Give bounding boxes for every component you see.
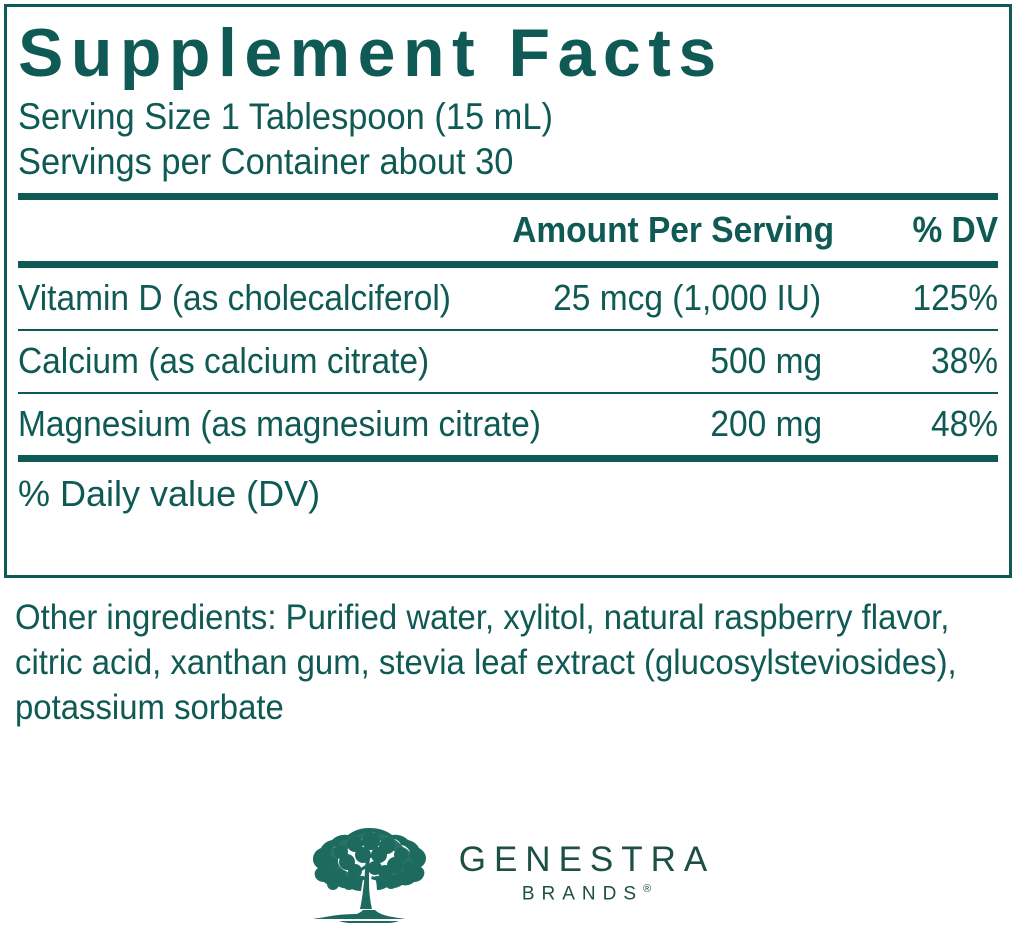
nutrient-amount: 500 mg [488, 331, 822, 392]
nutrient-amount: 200 mg [488, 394, 822, 455]
daily-value-footnote: % Daily value (DV) [18, 473, 321, 515]
nutrient-dv-label: 125% [912, 277, 998, 319]
nutrient-dv-label: 48% [930, 403, 998, 445]
nutrient-rows-table: Vitamin D (as cholecalciferol) 25 mcg (1… [18, 268, 998, 329]
servings-per-container-text: Servings per Container about 30 [18, 141, 514, 183]
other-ingredients-text: Other ingredients: Purified water, xylit… [15, 596, 1005, 730]
nutrient-amount: 25 mcg (1,000 IU) [488, 268, 822, 329]
brand-wordmark: GENESTRA BRANDS® [451, 840, 716, 906]
nutrient-amount-label: 25 mcg (1,000 IU) [553, 277, 822, 319]
brand-subname-label: BRANDS [521, 883, 644, 905]
nutrient-name: Vitamin D (as cholecalciferol) [18, 268, 488, 329]
rule-below-header [18, 261, 998, 269]
nutrient-name: Magnesium (as magnesium citrate) [18, 394, 541, 455]
column-header-nutrient [18, 200, 488, 261]
row-separator [18, 329, 998, 332]
nutrient-amount-label: 500 mg [709, 340, 822, 382]
nutrient-dv-label: 38% [930, 340, 998, 382]
column-header-amount: Amount Per Serving [488, 200, 835, 261]
table-row: Magnesium (as magnesium citrate) 200 mg … [18, 394, 998, 455]
supplement-facts-panel: Supplement Facts Serving Size 1 Tablespo… [4, 4, 1012, 578]
other-ingredients-line: citric acid, xanthan gum, stevia leaf ex… [15, 642, 957, 682]
row-separator [18, 392, 998, 395]
column-header-dv: % DV [822, 200, 998, 261]
panel-inner: Supplement Facts Serving Size 1 Tablespo… [18, 7, 998, 575]
nutrient-dv: 125% [822, 268, 998, 329]
nutrient-rows-table: Calcium (as calcium citrate) 500 mg 38% [18, 331, 998, 392]
serving-size-text: Serving Size 1 Tablespoon (15 mL) [18, 96, 553, 137]
rule-above-footnote [18, 455, 998, 463]
nutrient-dv: 48% [822, 394, 998, 455]
brand-logo: GENESTRA BRANDS® [0, 822, 1024, 926]
nutrient-dv: 38% [822, 331, 998, 392]
registered-trademark-icon: ® [643, 882, 652, 895]
brand-subname: BRANDS® [515, 883, 651, 906]
page-title: Supplement Facts [18, 15, 724, 91]
nutrient-rows-table: Magnesium (as magnesium citrate) 200 mg … [18, 394, 998, 455]
table-row: Vitamin D (as cholecalciferol) 25 mcg (1… [18, 268, 998, 329]
nutrient-name-label: Calcium (as calcium citrate) [18, 340, 430, 382]
nutrition-table: Amount Per Serving % DV [18, 200, 998, 261]
rule-above-header [18, 193, 998, 201]
brand-name: GENESTRA [458, 840, 716, 880]
table-header-row: Amount Per Serving % DV [18, 200, 998, 261]
column-header-dv-label: % DV [912, 209, 998, 251]
table-row: Calcium (as calcium citrate) 500 mg 38% [18, 331, 998, 392]
nutrient-name-label: Vitamin D (as cholecalciferol) [18, 277, 451, 319]
nutrient-name-label: Magnesium (as magnesium citrate) [18, 403, 541, 445]
nutrient-amount-label: 200 mg [709, 403, 822, 445]
other-ingredients-line: Other ingredients: Purified water, xylit… [15, 598, 950, 637]
column-header-amount-label: Amount Per Serving [512, 209, 835, 251]
other-ingredients-line: potassium sorbate [15, 687, 284, 727]
oak-tree-icon [312, 828, 426, 923]
nutrient-name: Calcium (as calcium citrate) [18, 331, 488, 392]
